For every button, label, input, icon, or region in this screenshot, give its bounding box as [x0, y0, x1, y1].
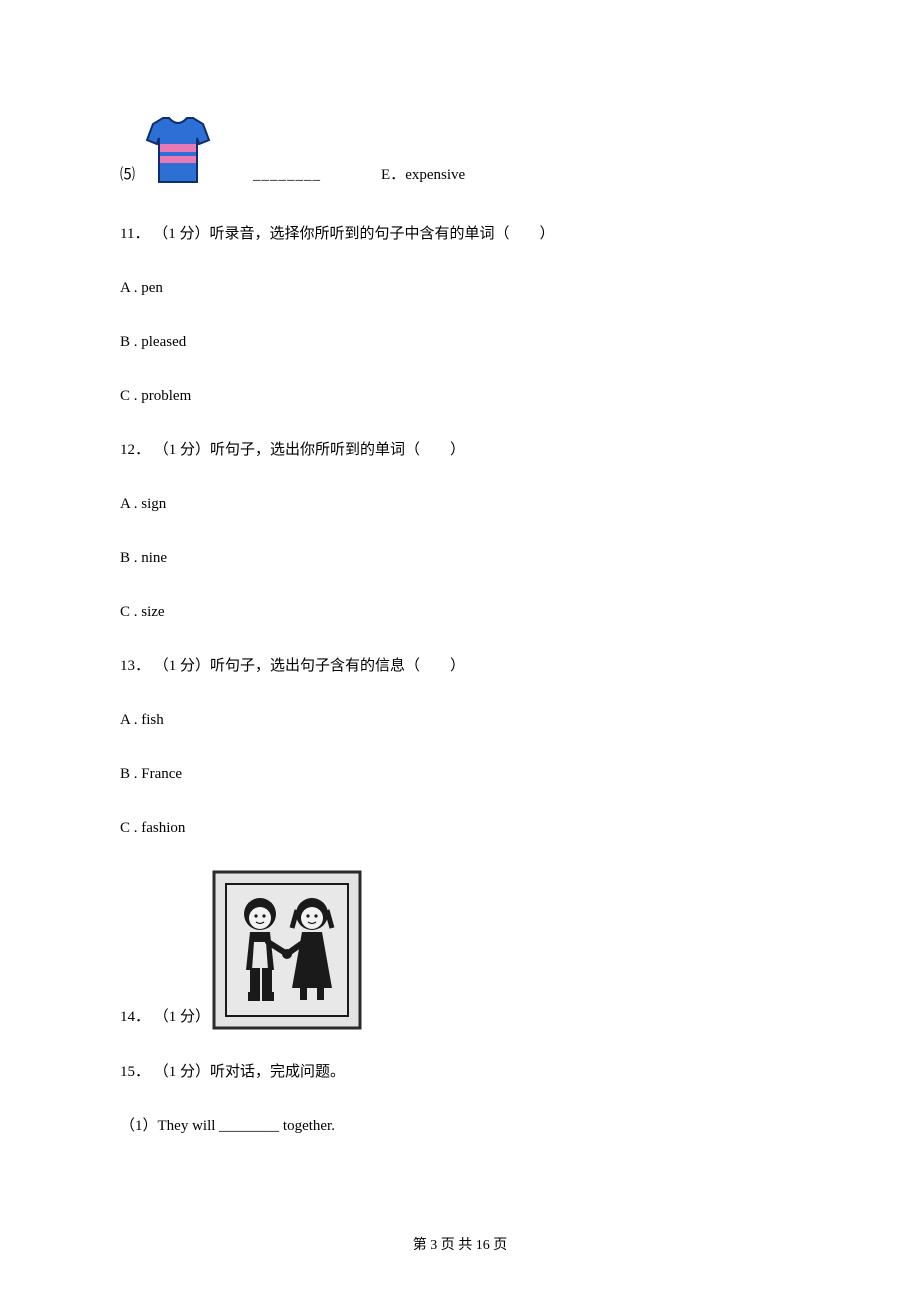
q11-choice-c: C . problem: [120, 384, 800, 408]
q12-choice-c: C . size: [120, 600, 800, 624]
question-15: 15． （1 分）听对话，完成问题。: [120, 1060, 800, 1084]
question-14-row: 14． （1 分）: [120, 870, 800, 1030]
q12-choice-a: A . sign: [120, 492, 800, 516]
question-15-sub1: （1）They will ________ together.: [120, 1114, 800, 1138]
item-5-number: ⑸: [120, 163, 135, 190]
item-5-blank: ________: [253, 167, 321, 190]
q12-choice-b: B . nine: [120, 546, 800, 570]
q13-choice-b: B . France: [120, 762, 800, 786]
item-5-option-text: expensive: [405, 167, 465, 183]
question-11: 11． （1 分）听录音，选择你所听到的句子中含有的单词（ ）: [120, 222, 800, 246]
q11-choice-b: B . pleased: [120, 330, 800, 354]
tshirt-icon: [143, 110, 213, 190]
q11-choice-a: A . pen: [120, 276, 800, 300]
question-14-label: 14． （1 分）: [120, 1005, 210, 1030]
question-12: 12． （1 分）听句子，选出你所听到的单词（ ）: [120, 438, 800, 462]
item-5-row: ⑸ ________ E．expensive: [120, 110, 800, 190]
q13-choice-c: C . fashion: [120, 816, 800, 840]
item-5-option: E．expensive: [381, 163, 465, 190]
item-5-option-letter: E．: [381, 167, 405, 183]
children-handshake-icon: [212, 870, 362, 1030]
page-footer: 第 3 页 共 16 页: [0, 1234, 920, 1254]
q13-choice-a: A . fish: [120, 708, 800, 732]
question-13: 13． （1 分）听句子，选出句子含有的信息（ ）: [120, 654, 800, 678]
